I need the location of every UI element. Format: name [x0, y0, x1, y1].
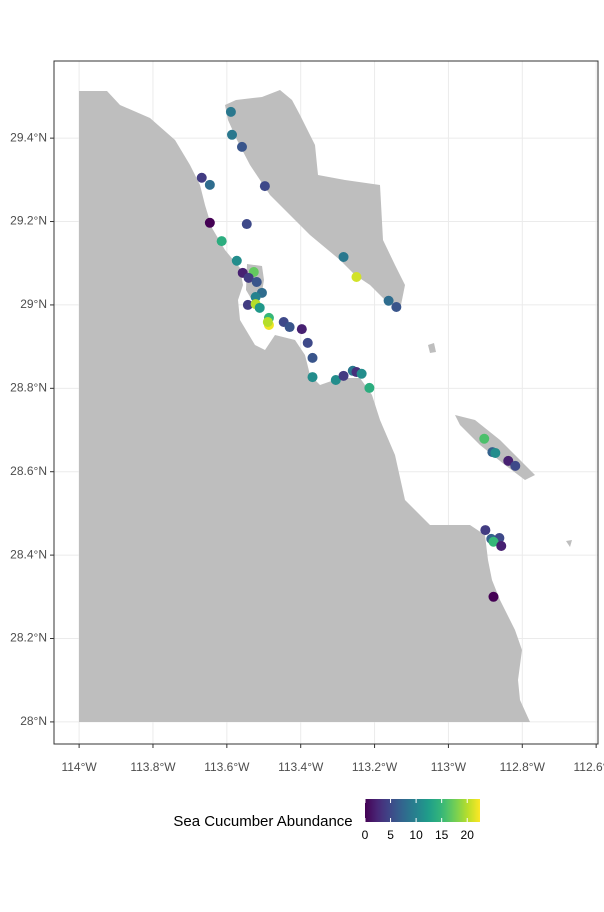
point: [259, 181, 270, 192]
point: [251, 276, 262, 287]
y-tick-label: 29°N: [20, 297, 47, 311]
panel-border: [53, 60, 599, 745]
point: [364, 382, 375, 393]
x-tick-label: 113.2°W: [352, 760, 398, 774]
point: [204, 179, 215, 190]
point: [496, 540, 507, 551]
point: [488, 536, 499, 547]
point: [351, 271, 362, 282]
y-tick-label: 28.4°N: [10, 547, 47, 561]
point: [284, 322, 295, 333]
y-tick-label: 28°N: [20, 714, 47, 728]
point: [254, 302, 265, 313]
point: [307, 372, 318, 383]
legend: 0 5 10 15 20: [362, 799, 480, 842]
point: [510, 460, 521, 471]
mainland: [79, 91, 530, 722]
point: [204, 217, 215, 228]
colorbar-label: 10: [409, 828, 423, 842]
x-tick-label: 114°W: [61, 760, 97, 774]
colorbar-label: 15: [435, 828, 449, 842]
point: [241, 219, 252, 230]
colorbar-label: 5: [387, 828, 394, 842]
x-tick-label: 113°W: [431, 760, 467, 774]
island-angel-de-la-guarda: [225, 90, 405, 310]
point: [503, 455, 514, 466]
y-tick-label: 28.6°N: [10, 464, 47, 478]
point: [242, 299, 253, 310]
x-tick-label: 113.4°W: [278, 760, 324, 774]
x-tick-label: 112.8°W: [500, 760, 546, 774]
point: [236, 141, 247, 152]
islet: [566, 540, 572, 547]
point: [307, 352, 318, 363]
point: [216, 236, 227, 247]
point: [225, 106, 236, 117]
point: [250, 292, 261, 303]
legend-title: Sea Cucumber Abundance: [173, 813, 352, 830]
axes: 114°W 113.8°W 113.6°W 113.4°W 113.2°W 113°W 11…: [10, 130, 604, 774]
islet: [428, 343, 436, 353]
point: [296, 324, 307, 335]
point: [383, 295, 394, 306]
x-tick-label: 113.6°W: [204, 760, 250, 774]
point: [302, 337, 313, 348]
point: [488, 591, 499, 602]
point: [338, 251, 349, 262]
point: [243, 272, 254, 283]
y-tick-label: 28.2°N: [10, 631, 47, 645]
point: [231, 255, 242, 266]
point: [480, 525, 491, 536]
point: [356, 368, 367, 379]
point: [490, 447, 501, 458]
point: [391, 302, 402, 313]
x-tick-label: 113.8°W: [130, 760, 176, 774]
points: [196, 106, 521, 602]
y-tick-label: 29.2°N: [10, 214, 47, 228]
point: [479, 433, 490, 444]
point: [196, 172, 207, 183]
y-tick-label: 29.4°N: [10, 130, 47, 144]
colorbar: [365, 799, 480, 822]
colorbar-label: 0: [362, 828, 369, 842]
point: [227, 129, 238, 140]
x-tick-label: 112.6°W: [574, 760, 604, 774]
colorbar-label: 20: [461, 828, 475, 842]
point: [338, 370, 349, 381]
y-tick-label: 28.8°N: [10, 380, 47, 394]
point: [262, 317, 273, 328]
point: [330, 374, 341, 385]
